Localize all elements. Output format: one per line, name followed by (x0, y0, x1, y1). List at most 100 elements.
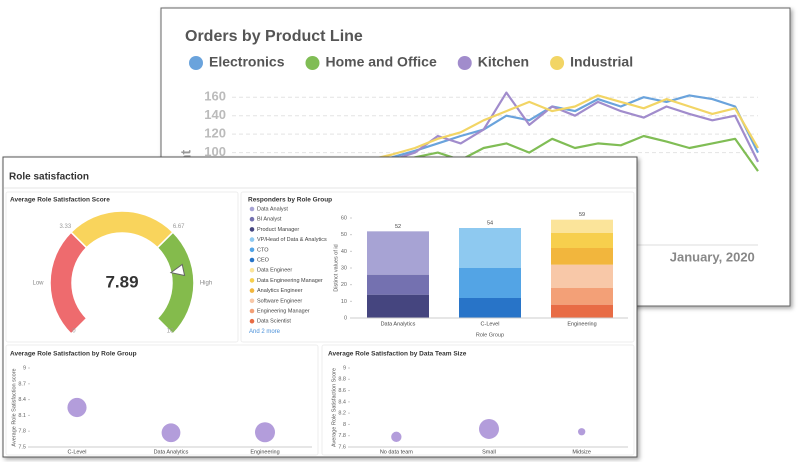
legend-label: Data Scientist (257, 319, 291, 325)
y-tick-label: 8.1 (18, 413, 26, 419)
band-label: High (200, 281, 212, 287)
legend-label: Engineering Manager (257, 308, 310, 314)
bar-segment (551, 304, 613, 318)
bar-segment (459, 268, 521, 298)
y-axis-label: Distinct values of id (333, 244, 339, 291)
chart-title: Average Role Satisfaction by Data Team S… (328, 351, 467, 358)
y-tick-label: 8.4 (18, 397, 26, 403)
y-tick-label: 10 (341, 299, 347, 305)
bar-total: 54 (487, 220, 493, 226)
chart-title: Average Role Satisfaction by Role Group (10, 351, 137, 358)
chart-title: Responders by Role Group (248, 197, 332, 204)
y-tick-label: 8.8 (338, 377, 346, 383)
y-axis-label: Average Role Satisfaction score (11, 368, 17, 446)
x-tick-label: Data Analytics (154, 449, 189, 455)
legend-label: Data Engineering Manager (257, 278, 323, 284)
y-tick-label: 8.4 (338, 399, 346, 405)
legend-label: Kitchen (478, 54, 529, 70)
bar-segment (551, 233, 613, 248)
y-tick-label: 8.2 (338, 411, 346, 417)
bubble (578, 428, 586, 436)
band-label: Low (32, 281, 44, 287)
bar-segment (367, 231, 429, 275)
legend-label: CTO (257, 247, 269, 253)
bubble (479, 418, 499, 439)
x-tick-label: Data Analytics (381, 321, 416, 327)
legend-swatch (249, 227, 255, 232)
y-tick-label: 9 (343, 365, 346, 371)
bar-segment (459, 298, 521, 318)
bar-segment (551, 219, 613, 233)
front-panel: Role satisfaction Average Role Satisfact… (2, 156, 638, 458)
bar-segment (551, 288, 613, 305)
y-tick-label: 8 (343, 422, 346, 428)
x-tick-label: January, 2020 (670, 249, 755, 264)
legend-swatch (249, 298, 255, 304)
legend-swatch (249, 308, 255, 314)
y-tick-label: 30 (341, 265, 347, 271)
legend-swatch (305, 56, 320, 70)
y-axis-label: Average Role Satisfaction Score (331, 368, 337, 447)
bubble (67, 397, 87, 418)
legend-swatch (550, 56, 565, 70)
legend-label: Data Engineer (257, 268, 292, 274)
bar-total: 52 (395, 224, 401, 230)
card (240, 191, 635, 343)
y-tick-label: 60 (341, 215, 347, 221)
legend-label: BI Analyst (257, 217, 282, 223)
legend-swatch (249, 216, 255, 222)
bubble (161, 423, 181, 443)
tick-label: 10 (167, 329, 174, 335)
y-tick-label: 9 (23, 365, 26, 371)
x-tick-label: Engineering (250, 449, 279, 455)
legend-label: VP/Head of Data & Analytics (257, 237, 327, 243)
legend-swatch (189, 56, 203, 70)
bar-segment (459, 228, 521, 268)
card (5, 344, 319, 456)
y-tick-label: 40 (341, 249, 347, 255)
legend-label: Software Engineer (257, 298, 302, 304)
chart-title: Orders by Product Line (185, 28, 363, 45)
y-tick-label: 0 (344, 315, 347, 321)
bubble (391, 431, 402, 443)
legend-swatch (457, 56, 472, 70)
y-tick-label: 7.6 (338, 444, 346, 450)
y-tick-label: 160 (204, 89, 226, 104)
panel-frame (2, 156, 638, 458)
y-tick-label: 7.8 (18, 429, 26, 435)
card (5, 191, 239, 343)
card (321, 344, 635, 456)
legend-swatch (249, 206, 255, 212)
legend-label: CEO (257, 257, 270, 263)
x-tick-label: C-Level (68, 449, 87, 455)
dashboard-title: Role satisfaction (9, 172, 89, 183)
gauge-value: 7.89 (105, 272, 138, 291)
legend-swatch (249, 267, 255, 273)
legend-swatch (249, 257, 255, 263)
legend-label: Product Manager (257, 227, 299, 233)
gauge-pointer (169, 263, 186, 277)
tick-label: 0 (72, 329, 76, 335)
bar-segment (367, 294, 429, 318)
y-tick-label: 7.8 (338, 433, 346, 439)
y-tick-label: 7.5 (18, 444, 26, 450)
legend-label: Home and Office (325, 54, 436, 70)
legend-more[interactable]: And 2 more (249, 329, 281, 335)
legend-swatch (249, 318, 255, 324)
bar-total: 59 (579, 212, 585, 218)
y-tick-label: 50 (341, 232, 347, 238)
y-tick-label: 8.7 (18, 381, 26, 387)
legend-swatch (249, 237, 255, 242)
x-tick-label: C-Level (481, 321, 500, 327)
x-axis-label: Role Group (476, 332, 504, 338)
x-tick-label: Midsize (572, 449, 591, 455)
tick-label: 3.33 (59, 224, 71, 230)
legend-label: Industrial (570, 54, 633, 70)
bar-segment (551, 248, 613, 265)
legend-label: Data Analyst (257, 206, 288, 212)
bar-segment (551, 264, 613, 288)
x-tick-label: No data team (380, 449, 413, 455)
y-tick-label: 100 (204, 144, 226, 159)
